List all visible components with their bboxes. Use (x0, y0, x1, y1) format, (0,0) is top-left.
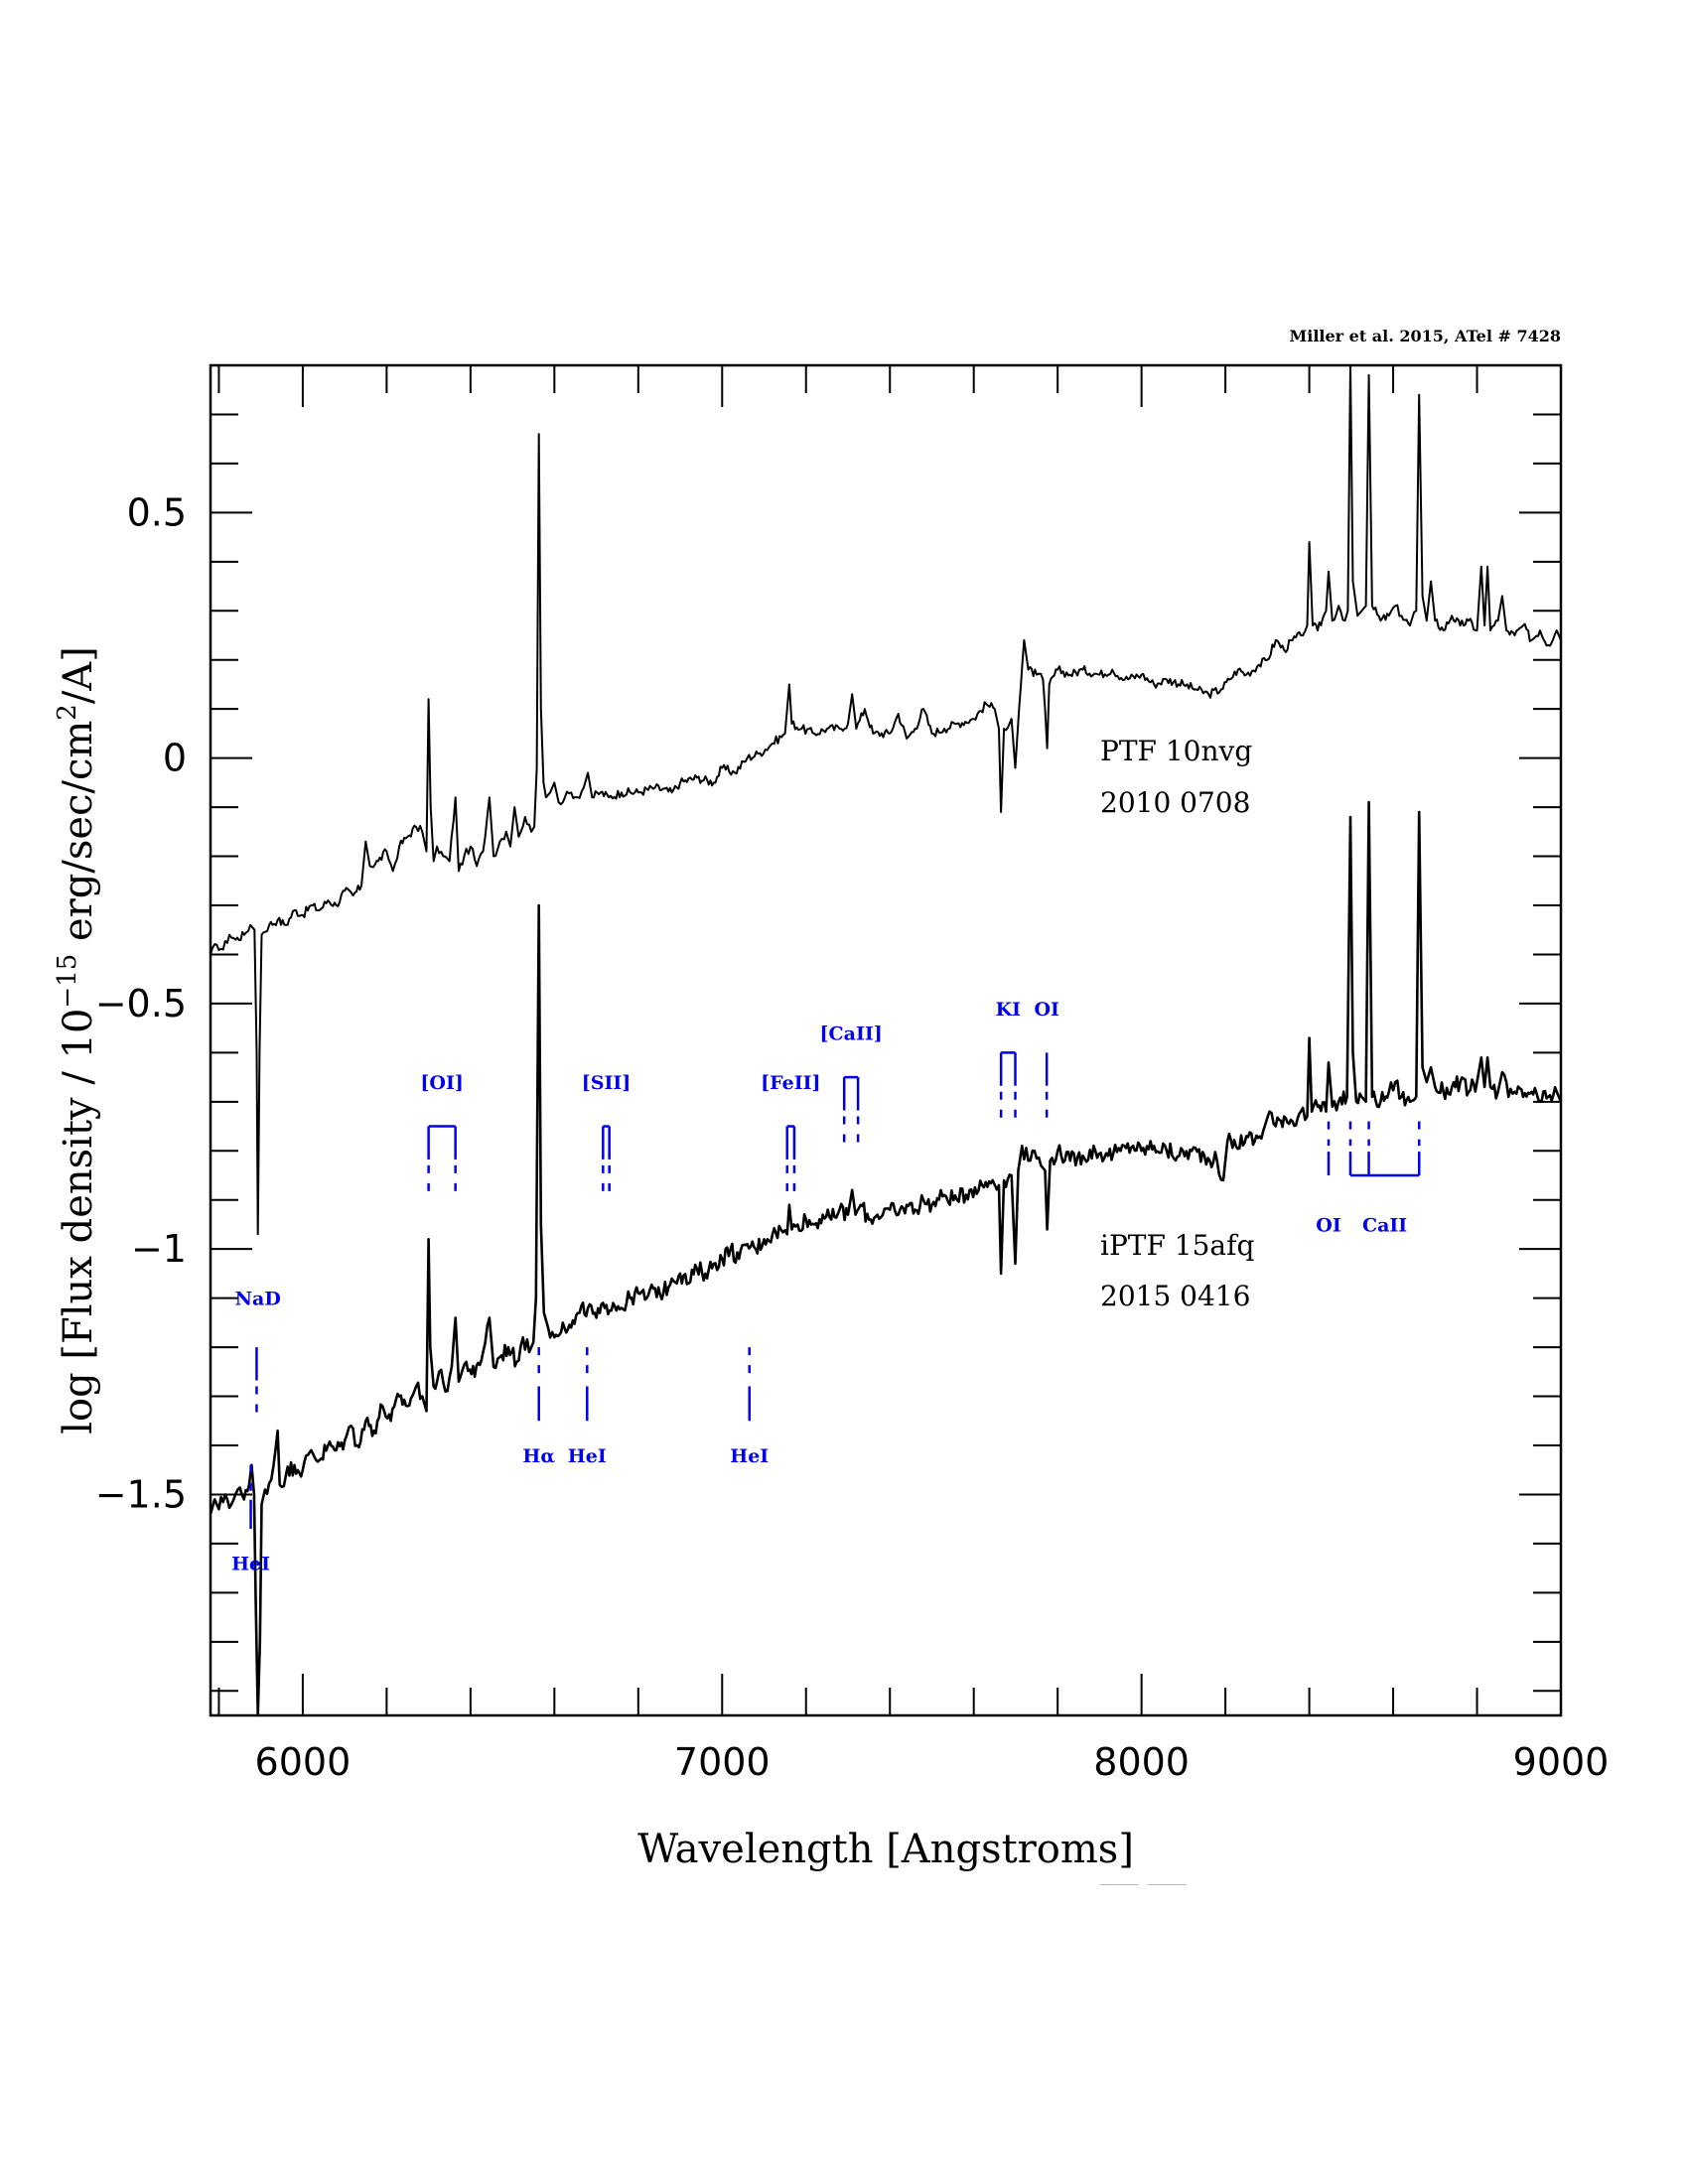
x-tick-label: 8000 (1093, 1740, 1190, 1784)
line-id-label: OI (1316, 1214, 1341, 1236)
line-id-label: [OI] (420, 1072, 463, 1094)
x-tick-labels: 6000 7000 8000 9000 (255, 1740, 1610, 1784)
y-axis-title: log [Flux density / 10−15 erg/sec/cm2/A] (53, 646, 101, 1434)
line-id-label: NaD (235, 1289, 281, 1310)
y-tick-label: 0.5 (127, 490, 187, 534)
line-id-label: HeI (231, 1554, 270, 1575)
x-axis-title: Wavelength [Angstroms] (637, 1827, 1134, 1872)
spectrum-line-iptf15afq (209, 800, 1563, 1717)
y-axis-title-tail: /A] (56, 646, 101, 704)
line-identifications: NaD HeI [OI] Hα HeI [SII] HeI [FeII] [CaII] KI OI O… (231, 999, 1421, 1575)
lower-spectrum-date: 2015 0416 (1100, 1280, 1250, 1312)
line-id-label: [CaII] (820, 1024, 883, 1045)
y-tick-label: −0.5 (95, 982, 187, 1025)
footer-dashes: ____ ____ (1100, 1866, 1187, 1885)
line-id-label: CaII (1362, 1214, 1407, 1236)
y-axis-title-exponent: −15 (53, 954, 82, 1009)
x-tick-label: 9000 (1513, 1740, 1610, 1784)
axis-ticks (211, 364, 1562, 1715)
y-axis-title-mid: erg/sec/cm (56, 721, 101, 954)
upper-spectrum-date: 2010 0708 (1100, 786, 1250, 819)
y-tick-label: 0 (163, 737, 187, 780)
upper-spectrum-name: PTF 10nvg (1100, 735, 1252, 767)
y-axis-title-square: 2 (53, 704, 82, 721)
credit-text: Miller et al. 2015, ATel # 7428 (1290, 327, 1561, 345)
plot-marks (209, 364, 1563, 1717)
x-tick-label: 7000 (674, 1740, 771, 1784)
line-id-label: KI (996, 999, 1022, 1021)
x-tick-label: 6000 (255, 1740, 352, 1784)
plot-frame (209, 363, 1563, 1717)
y-axis-title-pre: log [Flux density / 10 (56, 1009, 101, 1434)
line-id-label: [FeII] (761, 1072, 820, 1094)
y-tick-labels: 0.5 0 −0.5 −1 −1.5 (95, 490, 187, 1516)
y-tick-label: −1 (131, 1227, 187, 1271)
spectrum-line-ptf10nvg (210, 364, 1562, 1236)
y-tick-label: −1.5 (95, 1472, 187, 1516)
line-id-label: OI (1034, 999, 1059, 1021)
line-id-label: [SII] (582, 1072, 631, 1094)
line-id-label: HeI (568, 1445, 607, 1467)
line-id-label: HeI (730, 1445, 769, 1467)
line-id-label: Hα (522, 1445, 555, 1467)
lower-spectrum-name: iPTF 15afq (1100, 1229, 1254, 1262)
